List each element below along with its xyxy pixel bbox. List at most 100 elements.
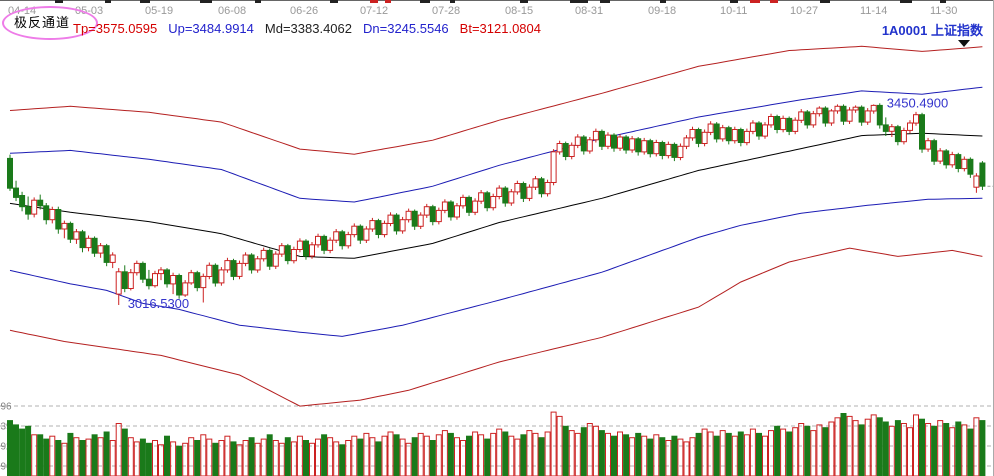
volume-bar [284, 437, 291, 476]
remnant-mark [55, 0, 63, 3]
channel-line [9, 132, 983, 259]
date-label: 08-31 [575, 5, 604, 17]
remnant-mark [770, 0, 778, 3]
volume-bar [460, 440, 466, 476]
candle-body [218, 269, 225, 284]
volume-bar [520, 434, 527, 476]
candle-body [242, 254, 249, 264]
volume-bar [218, 440, 225, 476]
volume-bar [671, 435, 678, 476]
remnant-mark [600, 0, 610, 3]
candle-body [973, 175, 980, 188]
candle-body [768, 116, 774, 126]
candle-body [840, 105, 847, 122]
candle-body [804, 111, 811, 126]
candle-body [31, 199, 38, 215]
volume-bar [689, 437, 696, 476]
candle-body [888, 126, 895, 132]
candle-body [514, 183, 521, 193]
candle-body [200, 275, 207, 289]
date-label: 07-12 [360, 5, 389, 17]
volume-axis-label: 39 [1, 422, 13, 433]
candle-body [707, 123, 714, 133]
volume-bar [611, 435, 617, 476]
volume-bar [79, 440, 86, 476]
remnant-mark [940, 0, 946, 3]
candle-body [556, 143, 563, 153]
date-label: 06-26 [290, 5, 319, 17]
volume-bar [864, 418, 871, 476]
candle-body [749, 122, 756, 132]
volume-bar [647, 438, 654, 476]
volume-bar [321, 434, 328, 476]
volume-bar [466, 435, 472, 476]
volume-bar [925, 423, 932, 476]
volume-bar [780, 428, 787, 476]
candle-body [816, 107, 823, 115]
candle-body [49, 209, 56, 221]
remnant-mark [200, 0, 212, 3]
volume-bar [272, 440, 279, 476]
volume-bar [152, 440, 158, 476]
volume-bar [979, 420, 986, 476]
date-label: 11-30 [930, 5, 958, 17]
candle-body [544, 182, 551, 195]
volume-bar [900, 423, 907, 476]
price-annotation: 3450.4900 [887, 95, 948, 110]
candle-body [520, 183, 527, 199]
candle-body [230, 260, 237, 277]
candle-body [290, 249, 297, 262]
volume-bar [774, 425, 781, 476]
volume-bar [756, 432, 762, 476]
volume-gridlines-layer: 96 39 92 96 [0, 402, 991, 473]
date-label: 06-08 [218, 5, 247, 17]
candle-body [756, 122, 762, 137]
candle-body [967, 158, 974, 175]
symbol-dropdown-arrow-icon[interactable] [958, 40, 970, 47]
candle-body [876, 104, 883, 126]
candle-body [532, 178, 539, 188]
candle-body [568, 144, 575, 158]
candle-body [61, 222, 68, 230]
candle-body [454, 205, 460, 218]
candle-body [13, 187, 19, 198]
candle-body [423, 206, 430, 216]
volume-bar [67, 432, 74, 476]
remnant-mark [255, 0, 261, 3]
volume-bar [248, 437, 255, 476]
volume-bar [919, 418, 925, 476]
volume-bar [949, 427, 956, 476]
candle-body [405, 210, 412, 221]
volume-bar [278, 442, 285, 476]
candle-body [7, 157, 13, 189]
remnant-mark [450, 0, 455, 3]
volume-bar [333, 441, 340, 476]
candle-body [731, 129, 738, 142]
candle-body [345, 234, 352, 247]
volume-bar [870, 414, 877, 476]
volume-bar [798, 423, 805, 476]
volume-bar [804, 425, 811, 476]
candle-body [550, 151, 557, 184]
volume-bar [852, 420, 859, 476]
indicator-param: Bt=3121.0804 [459, 21, 541, 36]
volume-bar [85, 438, 92, 476]
remnant-mark [370, 0, 378, 3]
candle-body [315, 235, 321, 246]
candle-body [931, 140, 938, 162]
candle-body [919, 114, 925, 150]
volume-bar [677, 438, 684, 476]
volume-bar [526, 430, 533, 476]
candle-body [949, 154, 956, 166]
volume-bar [623, 434, 630, 476]
volume-bar [665, 440, 672, 476]
candle-body [490, 196, 497, 209]
volume-bar [532, 432, 539, 476]
candle-body [399, 219, 406, 232]
candlesticks-layer [7, 103, 986, 305]
candle-body [713, 123, 720, 140]
candle-body [351, 225, 358, 236]
volume-bar [393, 434, 400, 476]
indicator-badge[interactable]: 极反通道 [2, 6, 98, 40]
